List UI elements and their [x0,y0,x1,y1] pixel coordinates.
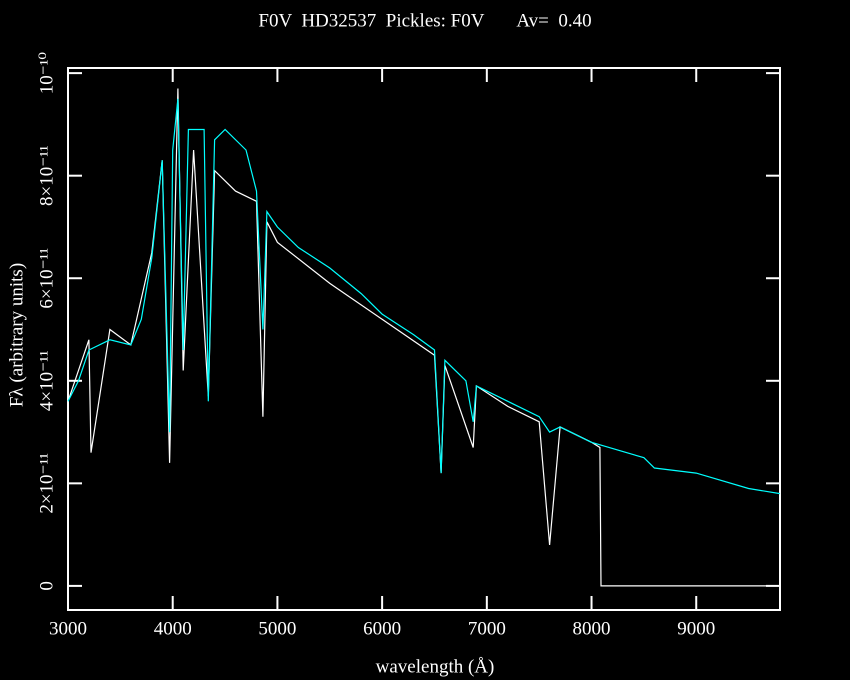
x-tick-label: 5000 [258,618,296,639]
plot-frame [67,67,781,611]
x-tick-label: 8000 [573,618,611,639]
chart-title: F0V HD32537 Pickles: F0V Av= 0.40 [258,10,591,31]
y-tick-label: 8×10⁻¹¹ [36,145,57,206]
y-tick-label: 4×10⁻¹¹ [36,350,57,411]
x-tick-label: 4000 [154,618,192,639]
x-tick-label: 7000 [468,618,506,639]
y-tick-label: 0 [36,581,57,591]
x-tick-label: 9000 [677,618,715,639]
x-tick-label: 6000 [363,618,401,639]
x-tick-label: 3000 [49,618,87,639]
y-tick-label: 10⁻¹⁰ [36,52,57,95]
y-axis-label: Fλ (arbitrary units) [6,263,27,407]
y-tick-label: 6×10⁻¹¹ [36,248,57,309]
spectrum-line [67,98,781,495]
spectrum-line [67,88,780,587]
x-axis-label: wavelength (Å) [376,656,495,677]
y-tick-label: 2×10⁻¹¹ [36,453,57,514]
